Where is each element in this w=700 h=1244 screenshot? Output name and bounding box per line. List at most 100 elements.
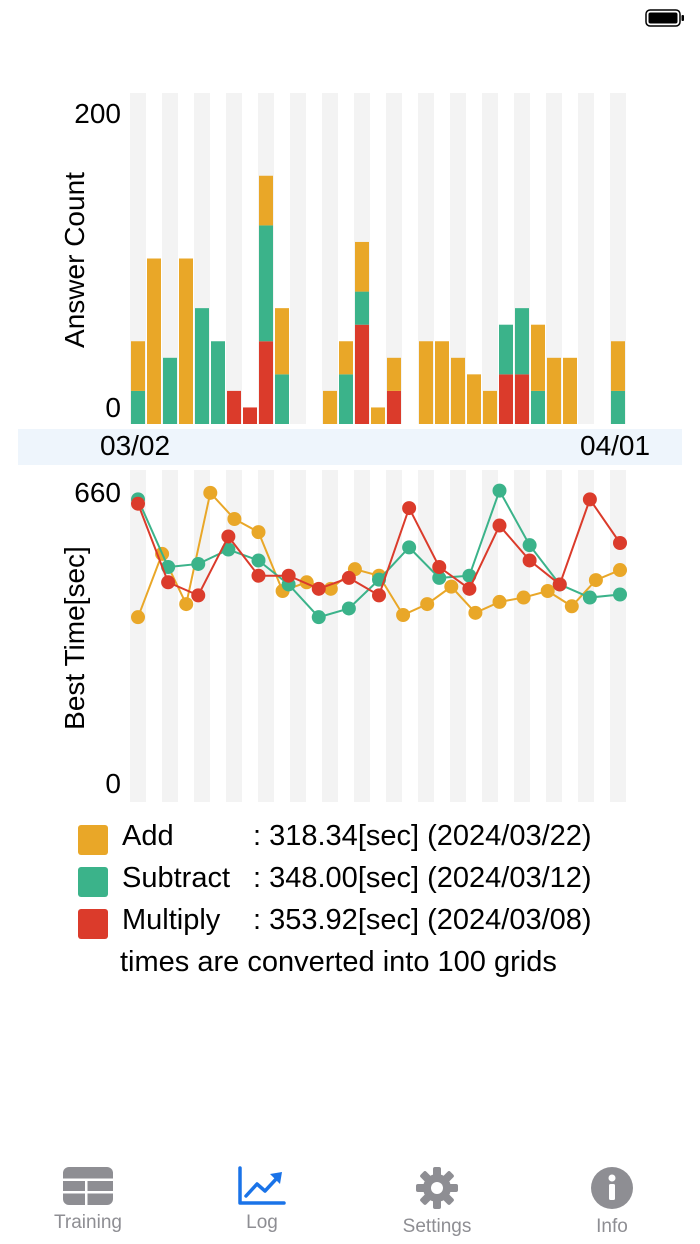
point-multiply [462, 581, 477, 596]
point-subtract [341, 601, 356, 616]
day-band-bottom [194, 470, 210, 802]
day-band-bottom [130, 470, 146, 802]
chart-canvas: 200 0 Answer Count 660 0 Best Time[sec] [59, 93, 627, 802]
day-band-top [162, 93, 178, 424]
point-multiply [251, 568, 266, 583]
bar-subtract [515, 308, 529, 375]
day-band-top [226, 93, 242, 424]
point-multiply [281, 568, 296, 583]
bar-subtract [355, 291, 369, 325]
bar-multiply [243, 407, 257, 424]
legend-row-add: Add : 318.34[sec] (2024/03/22) [78, 820, 678, 862]
bar-subtract [163, 357, 177, 424]
point-multiply [432, 560, 447, 574]
legend-value-subtract: : 348.00[sec] (2024/03/12) [253, 862, 592, 894]
point-add [516, 590, 531, 605]
bar-add [339, 341, 353, 375]
point-multiply [161, 575, 176, 590]
bar-add [275, 308, 289, 375]
day-band-top [482, 93, 498, 424]
point-subtract [311, 610, 326, 625]
legend-note-row: times are converted into 100 grids [78, 946, 678, 988]
legend-name-multiply: Multiply [122, 904, 221, 936]
day-band-bottom [610, 470, 626, 802]
point-add [588, 573, 603, 588]
tab-info-label: Info [596, 1216, 628, 1237]
bar-add [147, 258, 161, 424]
point-multiply [402, 501, 417, 516]
info-icon [591, 1167, 633, 1209]
bar-multiply [227, 390, 241, 424]
point-add [492, 594, 507, 609]
point-multiply [131, 496, 145, 511]
bar-add [355, 241, 369, 292]
point-multiply [582, 492, 597, 507]
day-band-bottom [514, 470, 530, 802]
point-add [227, 512, 242, 526]
bar-multiply [499, 374, 513, 424]
point-add [203, 485, 218, 500]
point-add [613, 563, 627, 578]
day-band-bottom [418, 470, 434, 802]
day-band-bottom [546, 470, 562, 802]
point-subtract [582, 590, 597, 605]
bar-multiply [387, 390, 401, 424]
point-subtract [522, 538, 537, 553]
tab-training-label: Training [54, 1212, 122, 1233]
day-band-bottom [450, 470, 466, 802]
tab-training[interactable]: Training [8, 1160, 168, 1244]
point-subtract [613, 587, 627, 602]
legend-value-multiply: : 353.92[sec] (2024/03/08) [253, 904, 592, 936]
legend-swatch-add [78, 825, 108, 855]
tab-log[interactable]: Log [182, 1160, 342, 1244]
point-subtract [251, 553, 266, 568]
bar-multiply [259, 341, 273, 424]
bar-subtract [195, 308, 209, 424]
legend-row-multiply: Multiply : 353.92[sec] (2024/03/08) [78, 904, 678, 946]
bar-add [323, 390, 337, 424]
point-add [396, 608, 411, 622]
bar-multiply [515, 374, 529, 424]
bar-add [259, 175, 273, 226]
y-axis-title-time: Best Time[sec] [59, 546, 90, 730]
y-tick-bottom-time: 0 [105, 768, 121, 799]
point-multiply [341, 570, 356, 585]
bar-add [435, 341, 449, 424]
legend-value-add: : 318.34[sec] (2024/03/22) [253, 820, 592, 852]
day-band-bottom [386, 470, 402, 802]
chart-icon [238, 1166, 286, 1205]
tab-settings[interactable]: Settings [357, 1160, 517, 1244]
bar-subtract [275, 374, 289, 424]
day-band-bottom [578, 470, 594, 802]
bar-add [419, 341, 433, 424]
point-multiply [492, 518, 507, 533]
bar-subtract [531, 390, 545, 424]
bar-add [179, 258, 193, 424]
point-subtract [191, 556, 206, 571]
day-band-bottom [354, 470, 370, 802]
day-band-top [290, 93, 306, 424]
point-add [540, 584, 555, 598]
legend-swatch-multiply [78, 909, 108, 939]
table-icon [63, 1167, 113, 1206]
tab-info[interactable]: Info [532, 1160, 692, 1244]
bar-subtract [339, 374, 353, 424]
bar-add [531, 324, 545, 391]
point-multiply [372, 588, 386, 603]
point-add [179, 597, 194, 612]
bar-add [371, 407, 385, 424]
point-multiply [311, 581, 326, 596]
bar-add [483, 390, 497, 424]
bar-multiply [355, 324, 369, 424]
legend-name-add: Add [122, 820, 174, 852]
y-tick-top-time: 660 [74, 477, 121, 508]
point-multiply [221, 529, 236, 544]
bar-add [387, 357, 401, 391]
x-end-date: 04/01 [580, 430, 651, 461]
point-add [564, 599, 579, 614]
day-band-top [386, 93, 402, 424]
bar-add [611, 341, 625, 391]
bar-subtract [499, 324, 513, 375]
bar-subtract [131, 390, 145, 424]
point-subtract [402, 540, 417, 555]
